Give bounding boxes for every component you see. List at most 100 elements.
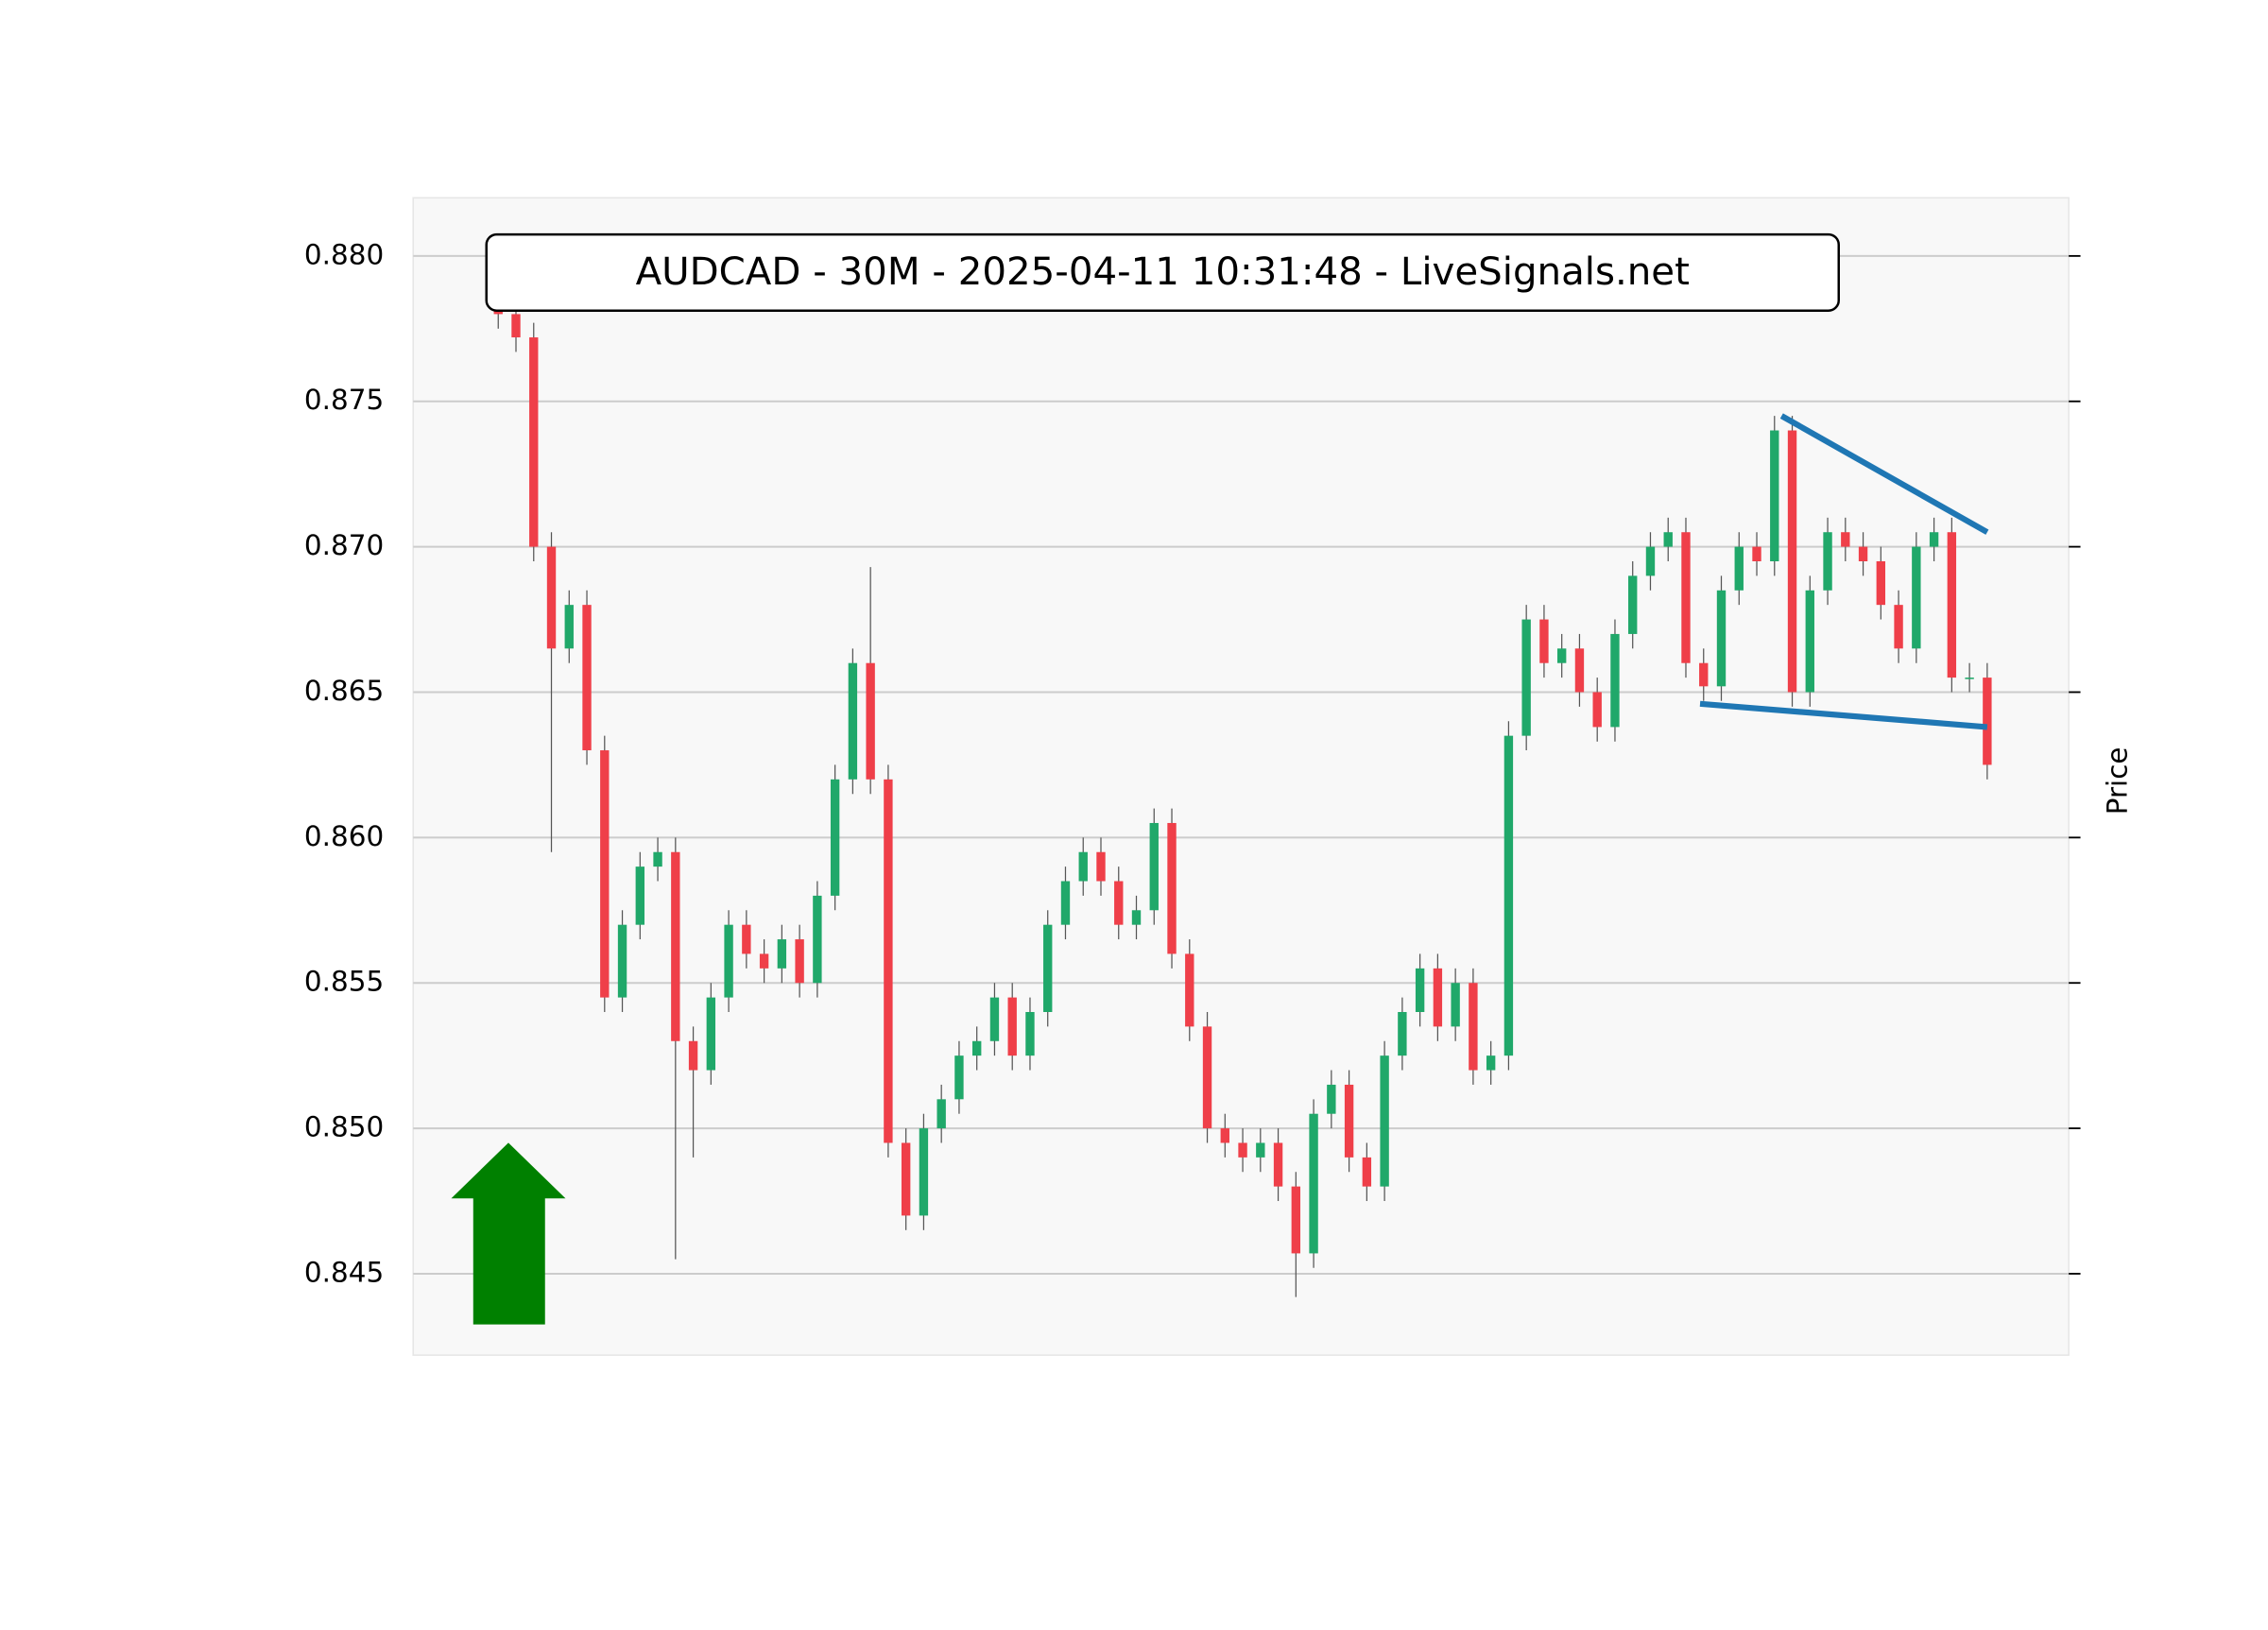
- plot-area: [412, 197, 2070, 1356]
- candle-body: [1149, 822, 1159, 911]
- candle-body: [706, 997, 716, 1071]
- candle-body: [1521, 619, 1531, 736]
- candle-body: [1451, 983, 1460, 1027]
- candle-body: [1947, 532, 1957, 678]
- trendline: [1699, 700, 1988, 730]
- candle-body: [1291, 1186, 1301, 1254]
- candle-body: [848, 662, 858, 780]
- candle-body: [1503, 735, 1514, 1056]
- candle-body: [1344, 1084, 1354, 1158]
- y-axis: 0.845 0.850 0.855 0.860 0.865 0.870 0.875 0.880: [304, 238, 2081, 1288]
- candle-body: [653, 851, 662, 867]
- candle-body: [1238, 1142, 1247, 1158]
- candle-body: [688, 1040, 698, 1071]
- candle-body: [1060, 881, 1071, 925]
- candle-body: [813, 895, 822, 984]
- candle-body: [1007, 997, 1017, 1056]
- candle-body: [1025, 1011, 1035, 1056]
- grid: [413, 254, 2070, 1275]
- candle-body: [795, 939, 804, 984]
- candle-body: [1823, 532, 1832, 591]
- candle-body: [1096, 851, 1106, 882]
- candles: [493, 284, 1992, 1297]
- candle-body: [529, 337, 539, 547]
- candle-body: [1433, 968, 1443, 1027]
- candle-body: [546, 546, 557, 649]
- candle-body: [1043, 924, 1053, 1012]
- candle-body: [830, 779, 840, 896]
- candle-body: [1114, 881, 1124, 925]
- candle-body: [1894, 605, 1903, 649]
- candle-body: [777, 939, 787, 969]
- y-tick-label: 0.880: [304, 238, 384, 270]
- candle-body: [671, 851, 680, 1041]
- candle-body: [901, 1142, 911, 1216]
- candle-body: [1983, 678, 1992, 765]
- y-tick-label: 0.845: [304, 1256, 384, 1288]
- y-tick-label: 0.870: [304, 529, 384, 561]
- y-tick-label: 0.855: [304, 966, 384, 998]
- y-axis-label: Price: [2101, 746, 2133, 815]
- candle-body: [1469, 983, 1478, 1071]
- candle-body: [1628, 575, 1638, 634]
- candle-body: [1273, 1142, 1283, 1187]
- candle-body: [1309, 1113, 1318, 1254]
- candle-body: [1539, 619, 1549, 663]
- candle-body: [759, 953, 769, 969]
- candle-body: [866, 662, 875, 780]
- candle-body: [742, 924, 751, 954]
- candle-body: [1805, 590, 1814, 693]
- candle-body: [1645, 546, 1656, 576]
- candle-body: [1380, 1055, 1389, 1187]
- candle-body: [1574, 648, 1585, 693]
- candle-body: [919, 1128, 929, 1216]
- y-tick-label: 0.865: [304, 675, 384, 707]
- candle-body: [617, 924, 627, 998]
- candle-body: [1716, 590, 1727, 687]
- title-box: [485, 232, 1840, 312]
- candle-body: [1256, 1142, 1265, 1158]
- candle-body: [1663, 532, 1673, 547]
- candle-body: [1398, 1011, 1407, 1056]
- candle-body: [1876, 560, 1886, 606]
- candle-body: [1929, 532, 1939, 547]
- candle-body: [1486, 1055, 1496, 1071]
- candle-body: [1770, 430, 1779, 561]
- y-tick-label: 0.860: [304, 820, 384, 852]
- candle-body: [972, 1040, 982, 1056]
- candle-body: [600, 750, 610, 998]
- candle-body: [1912, 546, 1921, 649]
- candle-body: [1681, 532, 1691, 663]
- candle-body: [954, 1055, 964, 1100]
- candle-body: [582, 605, 592, 751]
- candle-body: [564, 605, 574, 649]
- trendline: [1779, 413, 1989, 535]
- candle-body: [1202, 1026, 1212, 1129]
- candle-body: [1327, 1084, 1336, 1114]
- candle-body: [936, 1099, 946, 1129]
- candle-body: [884, 779, 893, 1143]
- candle-body: [1078, 851, 1088, 882]
- candle-body: [1734, 546, 1744, 591]
- candle-body: [989, 997, 1000, 1041]
- candle-body: [1752, 546, 1761, 561]
- candle-body: [724, 924, 733, 998]
- candle-body: [1592, 692, 1602, 728]
- candle-body: [635, 866, 644, 925]
- candle-body: [1787, 430, 1797, 693]
- candle-body: [1965, 678, 1974, 679]
- candle-body: [1556, 648, 1567, 663]
- chart-title: AUDCAD - 30M - 2025-04-11 10:31:48 - Liv…: [636, 249, 1690, 294]
- candle-body: [1131, 910, 1142, 925]
- candle-body: [1858, 546, 1868, 561]
- candle-body: [1167, 822, 1177, 954]
- candle-body: [1185, 953, 1194, 1027]
- candle-body: [1415, 968, 1425, 1012]
- y-tick-label: 0.875: [304, 384, 384, 416]
- candle-body: [1220, 1128, 1229, 1143]
- candle-body: [1841, 532, 1850, 547]
- trendlines: [1699, 413, 1989, 730]
- candle-body: [1699, 662, 1709, 687]
